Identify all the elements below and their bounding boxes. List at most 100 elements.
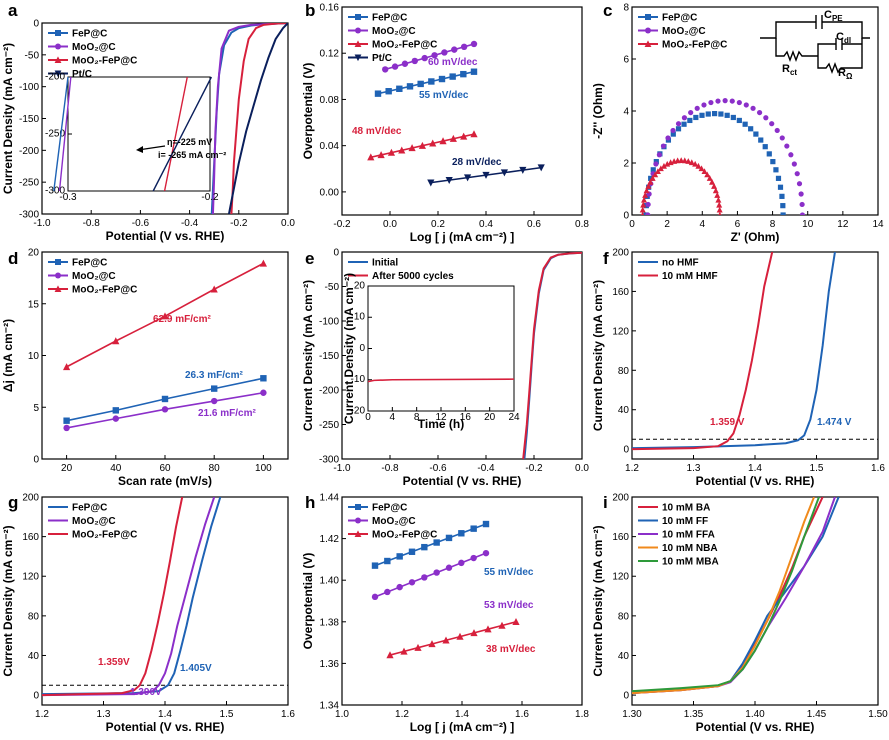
cpe-label: CPE xyxy=(824,9,843,23)
y-axis-title: Current Density (mA cm⁻²) xyxy=(1,43,15,194)
x-tick-label: 1.6 xyxy=(871,463,885,474)
x-tick-label: -0.8 xyxy=(381,463,399,474)
data-point xyxy=(428,640,436,648)
series-2 xyxy=(639,157,723,215)
data-point xyxy=(421,574,428,581)
data-point xyxy=(652,171,659,178)
legend-marker xyxy=(55,272,61,279)
x-tick-label: 1.50 xyxy=(868,709,888,720)
legend-label: 10 mM NBA xyxy=(662,543,718,554)
y-tick-label: 0.00 xyxy=(320,187,340,198)
legend-label: MoO₂-FeP@C xyxy=(72,56,137,67)
y-axis-title: Overpotential (V) xyxy=(301,553,315,650)
data-point xyxy=(439,137,447,145)
x-tick-label: 1.2 xyxy=(35,709,49,720)
data-point xyxy=(715,98,721,104)
inset-line xyxy=(58,76,72,192)
data-point xyxy=(773,167,779,173)
data-point xyxy=(714,192,721,198)
x-tick-label: 4 xyxy=(700,219,706,230)
x-tick-label: 60 xyxy=(159,463,171,474)
data-point xyxy=(482,171,490,179)
y-tick-label: 0.12 xyxy=(320,49,340,60)
plot-area xyxy=(639,98,806,215)
y-axis-title: Current Density (mA cm⁻²) xyxy=(342,273,356,424)
arrowhead xyxy=(136,146,143,153)
y-tick-label: -50 xyxy=(25,50,40,61)
x-axis-title: Log [ j (mA cm⁻²) ] xyxy=(410,230,515,244)
data-point xyxy=(709,178,716,185)
x-tick-label: 1.4 xyxy=(748,463,762,474)
y-tick-label: 0 xyxy=(359,343,365,354)
x-tick-label: 12 xyxy=(435,412,447,423)
data-point xyxy=(470,554,477,562)
inset-background xyxy=(368,286,514,411)
x-tick-label: -0.3 xyxy=(59,192,77,203)
inset-line xyxy=(53,76,69,192)
x-tick-label: 1.45 xyxy=(807,709,827,720)
series-1 xyxy=(371,549,490,601)
data-point xyxy=(704,171,711,178)
cdl-label: Cdl xyxy=(836,31,851,45)
y-tick-label: 160 xyxy=(612,532,629,543)
data-point xyxy=(711,111,718,117)
panel-letter: i xyxy=(603,493,608,512)
series-1 xyxy=(63,389,267,432)
x-tick-label: -0.2 xyxy=(525,463,543,474)
plot-frame xyxy=(341,6,583,216)
data-point xyxy=(718,111,724,117)
x-tick-label: 0.0 xyxy=(281,218,295,229)
data-point xyxy=(780,212,786,215)
data-point xyxy=(433,569,440,576)
data-point xyxy=(401,60,409,67)
series-0 xyxy=(632,497,824,695)
x-tick-label: 20 xyxy=(61,463,73,474)
plot-area xyxy=(210,23,288,214)
data-point xyxy=(777,184,784,190)
data-point xyxy=(418,141,426,149)
y-tick-label: 0.04 xyxy=(320,141,340,152)
data-point xyxy=(428,78,435,85)
series-annotation: 1.359 V xyxy=(710,417,745,428)
legend-label: 10 mM MBA xyxy=(662,557,719,568)
series-annotation: 55 mV/dec xyxy=(484,567,534,578)
series-annotation: 21.6 mF/cm² xyxy=(198,408,256,419)
data-point xyxy=(367,153,375,161)
chart-panel-e: e-1.0 -0.8 -0.6 -0.4 -0.2 0.0-300-250-200-150… xyxy=(301,248,589,489)
data-point xyxy=(753,131,759,137)
series-line xyxy=(632,497,824,695)
plot-area xyxy=(42,497,288,697)
series-line xyxy=(522,252,582,459)
series-1 xyxy=(522,252,582,459)
x-axis-title: Potential (V vs. RHE) xyxy=(106,720,225,734)
plot-area xyxy=(632,497,840,695)
data-point xyxy=(712,187,719,194)
series-3 xyxy=(227,23,288,214)
x-tick-label: 12 xyxy=(837,219,849,230)
inset-line xyxy=(163,76,188,192)
x-tick-label: 1.6 xyxy=(281,709,295,720)
data-point xyxy=(750,105,756,111)
legend-label: MoO₂-FeP@C xyxy=(662,40,727,51)
legend-marker xyxy=(54,285,62,292)
data-point xyxy=(377,151,385,159)
data-point xyxy=(688,109,694,116)
y-tick-label: -100 xyxy=(19,82,39,93)
panel-letter: g xyxy=(8,493,18,512)
data-point xyxy=(675,121,682,127)
y-tick-label: -100 xyxy=(319,317,339,328)
series-annotation: 1.390V xyxy=(130,687,162,698)
plot-area xyxy=(371,520,520,659)
x-tick-label: -1.0 xyxy=(333,463,351,474)
y-tick-label: 0 xyxy=(623,445,629,456)
data-point xyxy=(384,588,391,596)
data-point xyxy=(639,206,646,213)
data-point xyxy=(451,46,458,53)
y-tick-label: 40 xyxy=(618,405,630,416)
x-tick-label: 1.2 xyxy=(395,709,409,720)
y-tick-label: 80 xyxy=(618,366,630,377)
y-tick-label: 120 xyxy=(22,572,39,583)
data-point xyxy=(791,161,797,167)
x-axis-title: Potential (V vs. RHE) xyxy=(696,720,815,734)
data-point xyxy=(742,121,748,127)
